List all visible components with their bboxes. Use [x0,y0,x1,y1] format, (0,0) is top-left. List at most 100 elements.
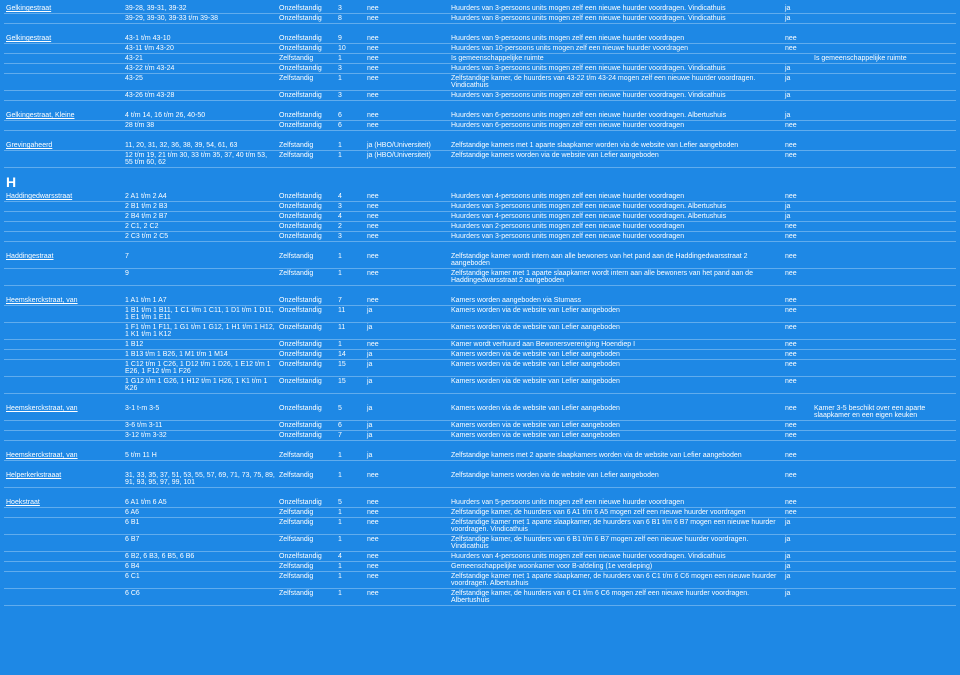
cell: 3 [336,4,365,14]
cell: nee [365,562,449,572]
cell: 4 [336,192,365,202]
cell: 1 [336,535,365,552]
cell: Is gemeenschappelijke ruimte [812,54,956,64]
cell [812,562,956,572]
cell: nee [365,222,449,232]
cell: nee [783,232,812,242]
cell: nee [783,360,812,377]
cell: Zelfstandig [277,151,336,168]
cell: nee [783,44,812,54]
cell: 11 [336,306,365,323]
cell: 11, 20, 31, 32, 36, 38, 39, 54, 61, 63 [123,141,277,151]
cell: Onzelfstandig [277,431,336,441]
cell: 7 [123,252,277,269]
cell [812,296,956,306]
cell: 1 [336,518,365,535]
cell: Zelfstandige kamers worden via de websit… [449,151,783,168]
cell: ja [783,14,812,24]
cell: nee [783,252,812,269]
cell: Hoekstraat [4,498,123,508]
cell: Onzelfstandig [277,111,336,121]
cell: 39-29, 39-30, 39-33 t/m 39-38 [123,14,277,24]
cell: Kamers worden via de website van Lefier … [449,360,783,377]
cell: Onzelfstandig [277,498,336,508]
cell: 1 B12 [123,340,277,350]
cell: ja [783,518,812,535]
cell: Onzelfstandig [277,421,336,431]
cell: 2 C1, 2 C2 [123,222,277,232]
cell [812,232,956,242]
cell [4,151,123,168]
cell: 2 B1 t/m 2 B3 [123,202,277,212]
cell: Huurders van 9-persoons units mogen zelf… [449,34,783,44]
cell [4,222,123,232]
cell: Onzelfstandig [277,306,336,323]
cell: Huurders van 6-persoons units mogen zelf… [449,121,783,131]
cell: 11 [336,323,365,340]
cell: 43-22 t/m 43-24 [123,64,277,74]
cell [812,64,956,74]
cell: Huurders van 2-persoons units mogen zelf… [449,222,783,232]
cell: Haddingedwarsstraat [4,192,123,202]
cell: nee [365,74,449,91]
cell: 1 [336,572,365,589]
cell: nee [365,64,449,74]
cell: Zelfstandig [277,562,336,572]
cell: Is gemeenschappelijke ruimte [449,54,783,64]
cell [4,14,123,24]
cell: Zelfstandig [277,572,336,589]
cell: 9 [123,269,277,286]
cell: nee [783,377,812,394]
cell: Onzelfstandig [277,202,336,212]
cell: 1 [336,141,365,151]
cell: Zelfstandig [277,252,336,269]
cell: Huurders van 3-persoons units mogen zelf… [449,64,783,74]
cell: nee [783,451,812,461]
cell [812,44,956,54]
cell: 6 [336,421,365,431]
cell: nee [365,54,449,64]
cell: Haddingestraat [4,252,123,269]
cell: 1 F1 t/m 1 F11, 1 G1 t/m 1 G12, 1 H1 t/m… [123,323,277,340]
cell: Huurders van 8-persoons units mogen zelf… [449,14,783,24]
cell: Huurders van 10-persoons units mogen zel… [449,44,783,54]
cell: Kamer wordt verhuurd aan Bewonersverenig… [449,340,783,350]
cell: Gelkingestraat [4,34,123,44]
cell: Onzelfstandig [277,212,336,222]
cell: Kamers worden via de website van Lefier … [449,421,783,431]
cell: ja [365,306,449,323]
cell: nee [365,340,449,350]
cell: 6 B2, 6 B3, 6 B5, 6 B6 [123,552,277,562]
housing-table: Gelkingestraat39-28, 39-31, 39-32Onzelfs… [4,4,956,606]
cell: Zelfstandig [277,508,336,518]
cell: 1 [336,252,365,269]
cell: Heemskerckstraat, van [4,296,123,306]
cell: Huurders van 6-persoons units mogen zelf… [449,111,783,121]
cell: Huurders van 5-persoons units mogen zelf… [449,498,783,508]
cell: 9 [336,34,365,44]
cell: 3 [336,202,365,212]
cell: Kamers worden via de website van Lefier … [449,323,783,340]
cell: nee [365,518,449,535]
cell: nee [365,498,449,508]
cell: 6 B4 [123,562,277,572]
cell: 15 [336,360,365,377]
cell: Onzelfstandig [277,360,336,377]
cell: 6 A6 [123,508,277,518]
cell [812,431,956,441]
cell [4,44,123,54]
cell: Zelfstandige kamer met 1 aparte slaapkam… [449,518,783,535]
cell: ja [783,589,812,606]
cell: Grevingaheerd [4,141,123,151]
cell: 1 A1 t/m 1 A7 [123,296,277,306]
section-header: H [4,168,956,193]
cell: ja [365,421,449,431]
cell: 3 [336,91,365,101]
cell: 1 G12 t/m 1 G26, 1 H12 t/m 1 H26, 1 K1 t… [123,377,277,394]
cell: ja [365,404,449,421]
cell [812,4,956,14]
cell: Zelfstandige kamer, de huurders van 6 C1… [449,589,783,606]
cell: nee [783,151,812,168]
cell [4,121,123,131]
cell: Onzelfstandig [277,14,336,24]
